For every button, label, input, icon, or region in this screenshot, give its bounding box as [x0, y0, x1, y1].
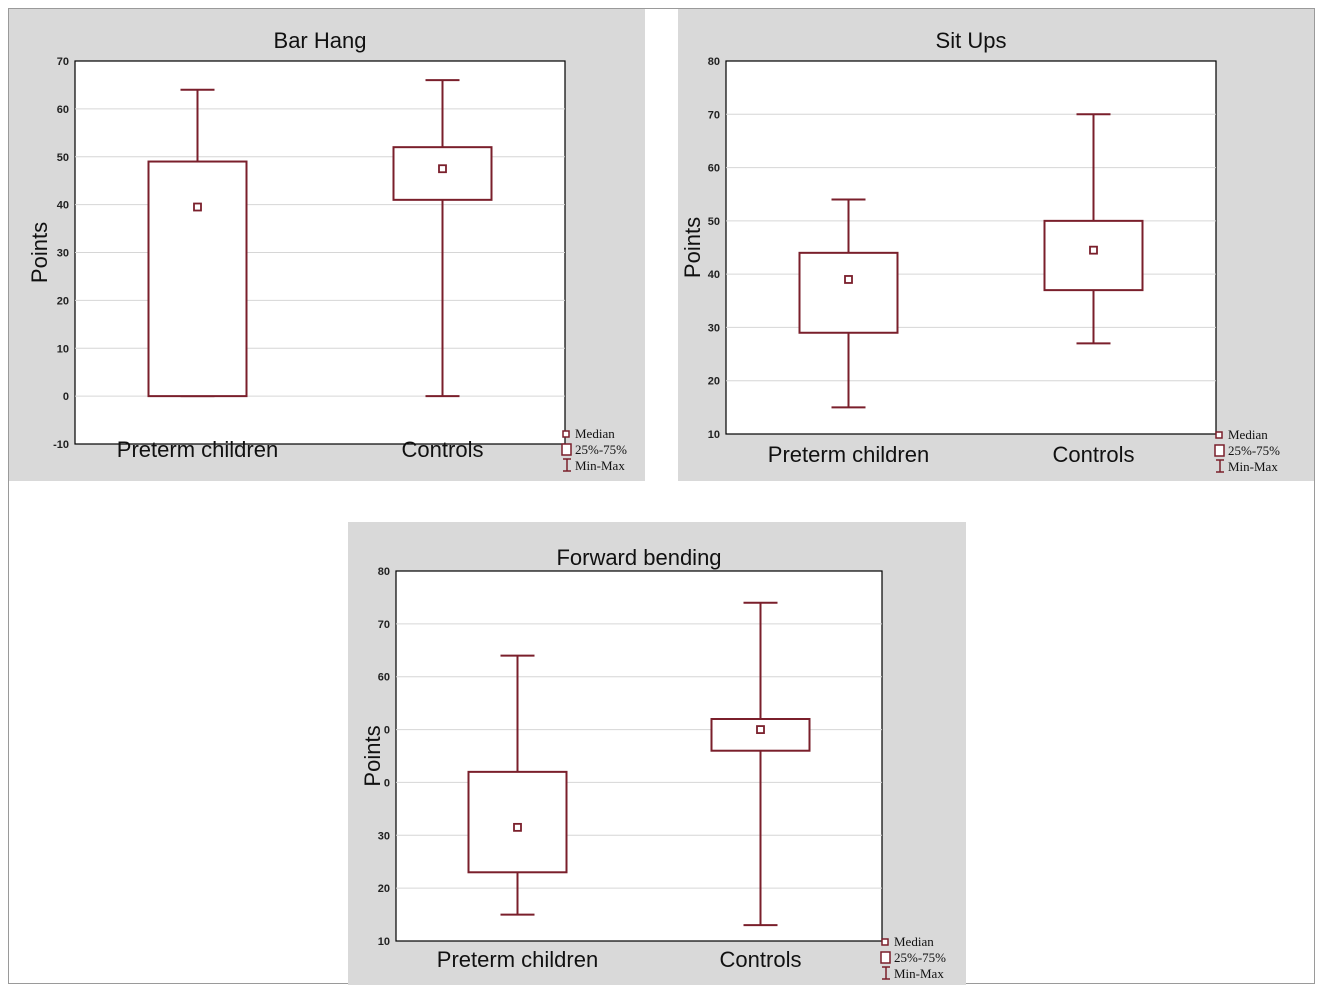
y-tick-label: 30 — [708, 322, 720, 334]
y-tick-label: 20 — [378, 883, 390, 895]
box-iqr — [798, 251, 899, 334]
y-tick-label: 0 — [63, 391, 69, 403]
median-marker — [844, 275, 853, 284]
chart-title: Sit Ups — [936, 28, 1007, 53]
legend-iqr-label: 25%-75% — [1228, 443, 1280, 458]
legend-median-icon — [1215, 431, 1223, 439]
box-iqr — [1043, 219, 1144, 292]
legend-iqr-icon — [880, 951, 891, 964]
y-tick-label: 0 — [384, 777, 390, 789]
legend-iqr-icon — [1214, 444, 1225, 457]
y-tick-label: 50 — [708, 216, 720, 228]
box-iqr — [467, 770, 568, 874]
x-category-label: Preterm children — [117, 437, 278, 462]
y-tick-label: 0 — [384, 725, 390, 737]
y-tick-label: 30 — [378, 830, 390, 842]
y-tick-label: 80 — [708, 56, 720, 68]
legend-iqr-icon — [561, 443, 572, 456]
y-tick-label: 60 — [378, 672, 390, 684]
y-axis-label: Points — [360, 725, 385, 786]
chart-panel-forward-bending: Forward bending Points 10 20 30 0 0 60 70 80 Prete… — [348, 522, 966, 985]
y-tick-label: 40 — [708, 269, 720, 281]
y-axis-label: Points — [27, 222, 52, 283]
plot-area — [395, 570, 883, 942]
forward-bending-chart: Forward bending Points 10 20 30 0 0 60 70 80 Prete… — [360, 545, 946, 981]
y-tick-label: 10 — [708, 429, 720, 441]
x-category-label: Preterm children — [768, 442, 929, 467]
median-marker — [193, 202, 202, 212]
legend-median-label: Median — [1228, 427, 1268, 442]
median-marker — [513, 822, 522, 832]
median-marker — [438, 164, 447, 174]
chart-title: Bar Hang — [274, 28, 367, 53]
y-tick-label: 60 — [708, 163, 720, 175]
legend-range-label: Min-Max — [1228, 459, 1278, 474]
x-category-label: Controls — [1053, 442, 1135, 467]
y-tick-label: 10 — [57, 343, 69, 355]
median-marker — [1089, 245, 1098, 255]
x-category-label: Controls — [720, 947, 802, 972]
legend-median-icon — [562, 430, 570, 438]
y-tick-label: 70 — [57, 56, 69, 68]
y-tick-label: 10 — [378, 936, 390, 948]
legend-range-label: Min-Max — [575, 458, 625, 473]
x-category-label: Preterm children — [437, 947, 598, 972]
chart-panel-sit-ups: Sit Ups Points 10 20 30 40 50 60 70 80 Preterm chi… — [678, 9, 1314, 481]
chart-title: Forward bending — [556, 545, 721, 570]
y-tick-label: 50 — [57, 152, 69, 164]
legend-iqr-label: 25%-75% — [575, 442, 627, 457]
y-tick-label: 80 — [378, 566, 390, 578]
y-tick-label: 20 — [57, 295, 69, 307]
legend-median-label: Median — [575, 426, 615, 441]
box-iqr — [147, 160, 248, 398]
y-tick-label: 70 — [378, 619, 390, 631]
legend-range-label: Min-Max — [894, 966, 944, 981]
x-category-label: Controls — [402, 437, 484, 462]
y-axis-label: Points — [680, 217, 705, 278]
y-tick-label: 20 — [708, 376, 720, 388]
legend-median-label: Median — [894, 934, 934, 949]
y-tick-label: -10 — [53, 439, 69, 451]
median-marker — [756, 725, 765, 734]
y-tick-label: 70 — [708, 109, 720, 121]
y-tick-label: 40 — [57, 200, 69, 212]
y-tick-label: 60 — [57, 104, 69, 116]
legend-iqr-label: 25%-75% — [894, 950, 946, 965]
box-iqr — [710, 718, 811, 752]
y-tick-label: 30 — [57, 248, 69, 260]
legend-median-icon — [881, 938, 889, 946]
sit-ups-chart: Sit Ups Points 10 20 30 40 50 60 70 80 Preterm chi… — [680, 28, 1280, 474]
chart-panel-bar-hang: Bar Hang Points -10 0 10 20 30 40 50 60 70 Preterm … — [9, 9, 645, 481]
box-iqr — [392, 146, 493, 201]
bar-hang-chart: Bar Hang Points -10 0 10 20 30 40 50 60 70 Preterm … — [27, 28, 627, 473]
